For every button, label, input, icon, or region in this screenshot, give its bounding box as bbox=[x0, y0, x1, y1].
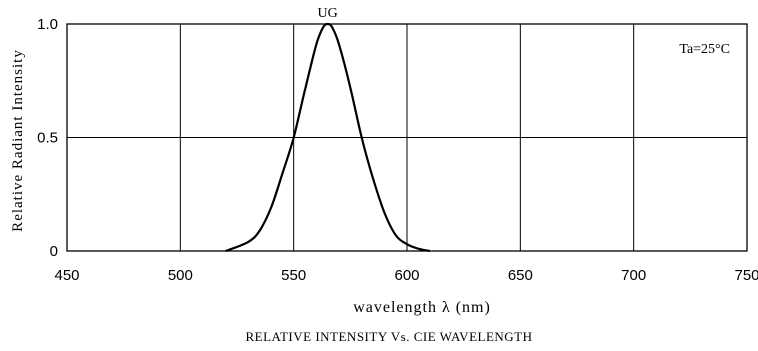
x-tick-label-750: 750 bbox=[734, 267, 758, 284]
x-tick-label-500: 500 bbox=[168, 267, 193, 284]
temperature-annotation: Ta=25°C bbox=[679, 42, 730, 57]
series-line-ug bbox=[225, 22, 430, 253]
x-tick-label-650: 650 bbox=[508, 267, 533, 284]
plot-frame bbox=[66, 23, 748, 252]
x-axis-label: wavelength λ (nm) bbox=[353, 299, 491, 316]
chart-title: RELATIVE INTENSITY Vs. CIE WAVELENGTH bbox=[245, 329, 532, 344]
y-tick-labels: 0 0.5 1.0 bbox=[37, 16, 58, 260]
grid-lines bbox=[67, 24, 747, 251]
y-axis-label: Relative Radiant Intensity bbox=[10, 49, 26, 232]
x-tick-labels: 450 500 550 600 650 700 750 bbox=[54, 267, 758, 284]
x-tick-label-600: 600 bbox=[394, 267, 419, 284]
x-tick-label-450: 450 bbox=[54, 267, 79, 284]
y-tick-label-0.5: 0.5 bbox=[37, 130, 58, 147]
x-tick-label-550: 550 bbox=[281, 267, 306, 284]
series-label-ug: UG bbox=[318, 6, 338, 21]
y-tick-label-0: 0 bbox=[50, 243, 58, 260]
x-tick-label-700: 700 bbox=[621, 267, 646, 284]
y-tick-label-1.0: 1.0 bbox=[37, 16, 58, 33]
